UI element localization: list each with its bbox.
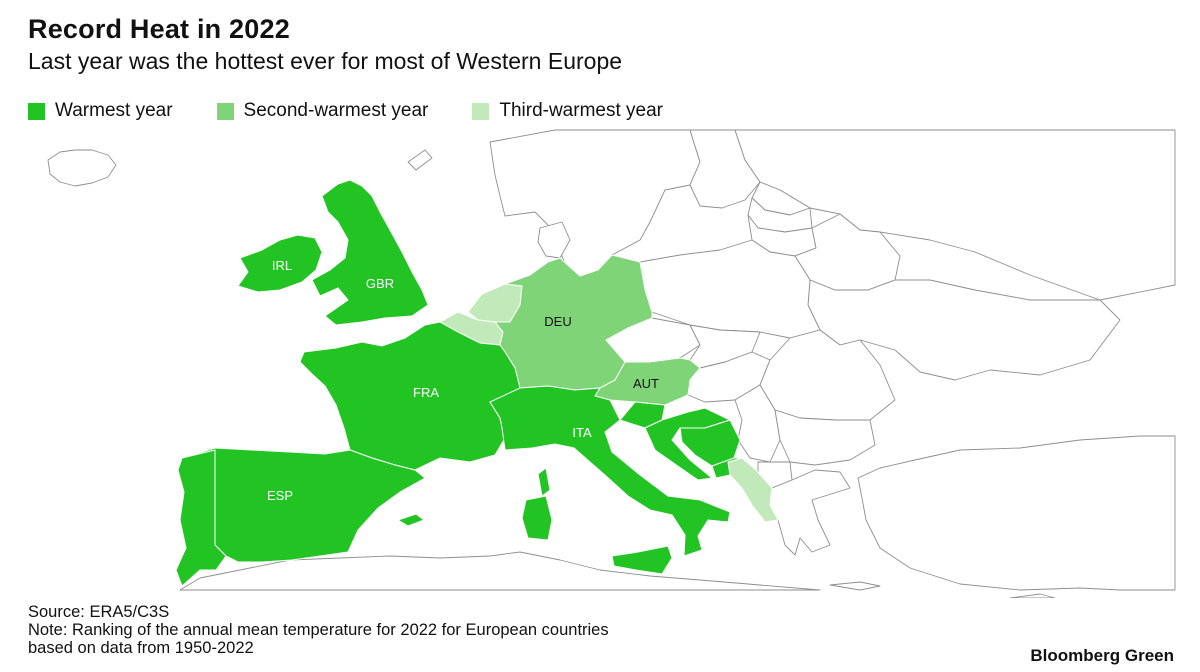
- legend-item-second-warmest: Second-warmest year: [216, 100, 429, 122]
- label-gbr: GBR: [366, 276, 394, 291]
- method-note-line2: based on data from 1950-2022: [28, 639, 254, 657]
- method-note-line1: Note: Ranking of the annual mean tempera…: [28, 621, 609, 639]
- bulgaria-shape: [774, 409, 876, 466]
- label-deu: DEU: [544, 314, 571, 329]
- cyprus-shape: [1009, 593, 1056, 598]
- label-ita: ITA: [572, 425, 592, 440]
- greece-shape: [769, 469, 851, 556]
- montenegro-shape: [711, 457, 743, 479]
- legend: Warmest year Second-warmest year Third-w…: [28, 100, 707, 122]
- legend-item-warmest: Warmest year: [28, 100, 173, 122]
- legend-swatch-second-warmest: [216, 102, 234, 120]
- croatia-shape: [644, 407, 732, 481]
- scandinavia-shape: [489, 129, 701, 277]
- corsica-shape: [537, 467, 551, 497]
- great-britain-shape: [311, 179, 429, 326]
- sardinia-shape: [521, 495, 553, 541]
- italy-shape: [489, 385, 731, 557]
- france-shape: [299, 321, 521, 471]
- label-irl: IRL: [272, 258, 292, 273]
- albania-shape: [727, 457, 779, 523]
- legend-label-second-warmest: Second-warmest year: [243, 100, 429, 121]
- poland-shape: [639, 239, 821, 339]
- legend-swatch-warmest: [28, 102, 45, 120]
- austria-shape: [594, 357, 701, 406]
- europe-map: IRL GBR FRA ESP ITA DEU AUT: [47, 129, 1176, 598]
- brand-logo: Bloomberg Green: [1030, 646, 1174, 665]
- source-note: Source: ERA5/C3S: [28, 603, 170, 621]
- slovenia-shape: [619, 401, 666, 429]
- portugal-shape: [175, 449, 227, 587]
- ireland-shape: [237, 234, 323, 293]
- turkey-shape: [857, 435, 1176, 591]
- label-aut: AUT: [633, 376, 659, 391]
- legend-swatch-third-warmest: [472, 102, 490, 120]
- balearic-islands-shape: [396, 513, 426, 527]
- legend-label-third-warmest: Third-warmest year: [499, 100, 663, 121]
- sicily-shape: [611, 545, 673, 575]
- chart-title: Record Heat in 2022: [28, 14, 290, 44]
- legend-item-third-warmest: Third-warmest year: [472, 100, 663, 122]
- spain-shape: [181, 447, 426, 563]
- iceland-shape: [47, 149, 117, 187]
- footer-notes: Source: ERA5/C3S Note: Ranking of the an…: [28, 603, 609, 657]
- legend-label-warmest: Warmest year: [55, 100, 173, 121]
- chart-subtitle: Last year was the hottest ever for most …: [28, 48, 623, 74]
- label-fra: FRA: [413, 385, 439, 400]
- crete-shape: [829, 581, 881, 591]
- north-africa-shape: [179, 551, 821, 591]
- norway-shape: [407, 149, 433, 171]
- label-esp: ESP: [267, 488, 293, 503]
